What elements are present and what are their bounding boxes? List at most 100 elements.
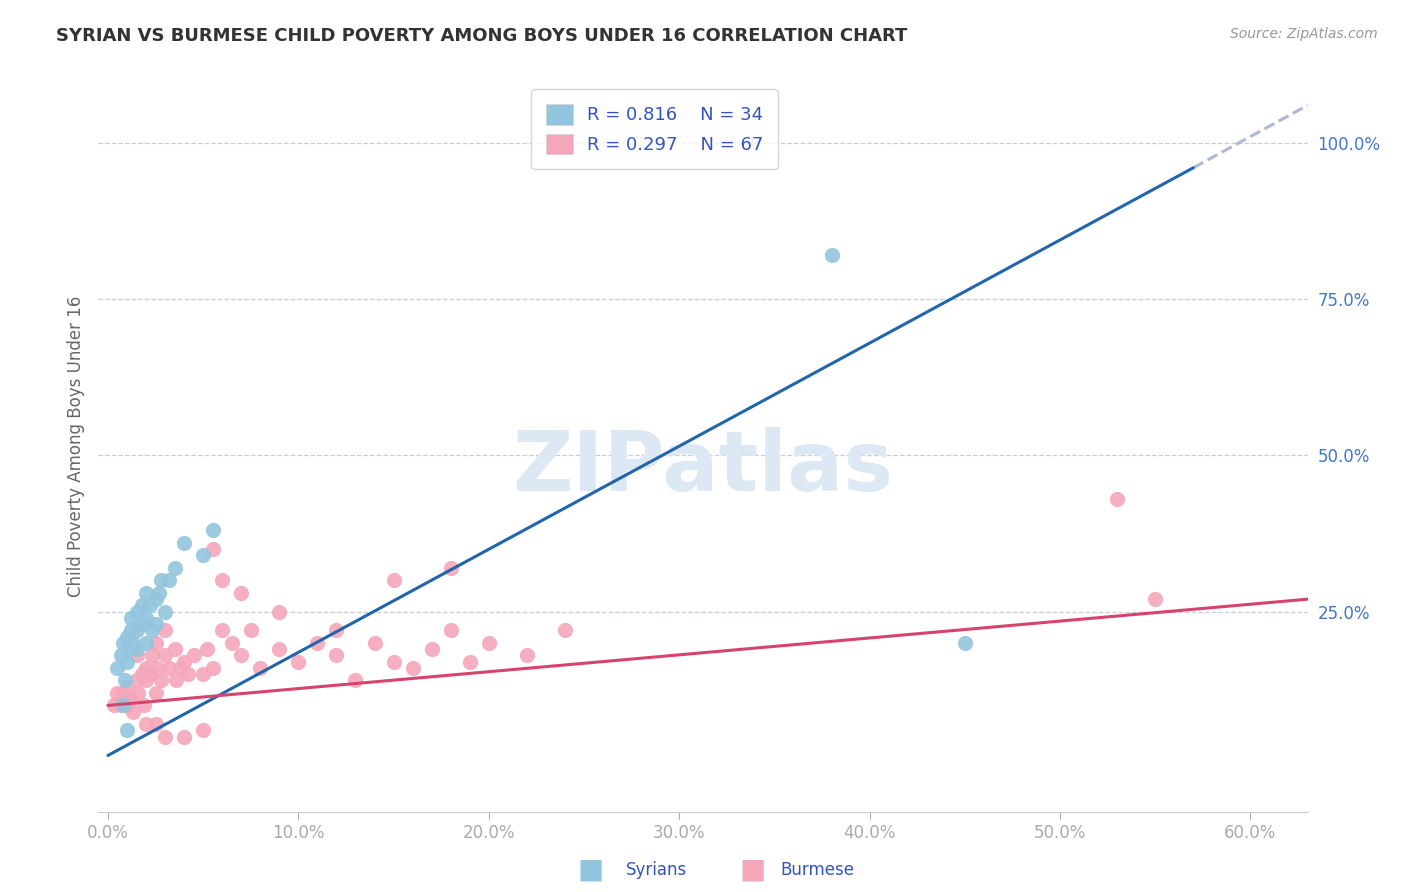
Point xyxy=(249,661,271,675)
Point xyxy=(110,698,132,713)
Text: Syrians: Syrians xyxy=(626,861,688,879)
Point xyxy=(820,248,842,262)
Point xyxy=(231,586,253,600)
Point xyxy=(201,661,224,675)
Point xyxy=(125,648,148,663)
Point xyxy=(458,655,481,669)
Point xyxy=(177,667,200,681)
Point xyxy=(163,561,186,575)
Point xyxy=(139,599,162,613)
Point xyxy=(269,642,291,657)
Point xyxy=(125,642,148,657)
Point xyxy=(166,673,188,688)
Point xyxy=(239,624,262,638)
Point xyxy=(1107,492,1129,507)
Point xyxy=(363,636,385,650)
Point xyxy=(145,592,167,607)
Point xyxy=(135,673,157,688)
Point xyxy=(115,680,138,694)
Point xyxy=(145,636,167,650)
Point xyxy=(169,661,191,675)
Point xyxy=(121,705,143,719)
Point xyxy=(191,549,214,563)
Point xyxy=(103,698,125,713)
Point xyxy=(112,698,135,713)
Point xyxy=(1144,592,1167,607)
Point xyxy=(211,624,233,638)
Point xyxy=(191,667,214,681)
Point xyxy=(115,642,138,657)
Point xyxy=(344,673,367,688)
Text: SYRIAN VS BURMESE CHILD POVERTY AMONG BOYS UNDER 16 CORRELATION CHART: SYRIAN VS BURMESE CHILD POVERTY AMONG BO… xyxy=(56,27,908,45)
Point xyxy=(135,636,157,650)
Point xyxy=(325,624,347,638)
Point xyxy=(115,655,138,669)
Point xyxy=(114,698,136,713)
Point xyxy=(201,524,224,538)
Point xyxy=(125,605,148,619)
Point xyxy=(420,642,443,657)
Point xyxy=(107,661,129,675)
Text: ZIPatlas: ZIPatlas xyxy=(513,427,893,508)
Point xyxy=(157,574,180,588)
Point xyxy=(153,730,176,744)
Point xyxy=(516,648,538,663)
Y-axis label: Child Poverty Among Boys Under 16: Child Poverty Among Boys Under 16 xyxy=(66,295,84,597)
Point xyxy=(110,648,132,663)
Point xyxy=(231,648,253,663)
Point xyxy=(153,605,176,619)
Point xyxy=(131,617,153,632)
Point xyxy=(478,636,501,650)
Point xyxy=(131,599,153,613)
Text: Source: ZipAtlas.com: Source: ZipAtlas.com xyxy=(1230,27,1378,41)
Point xyxy=(135,717,157,731)
Point xyxy=(163,642,186,657)
Text: ■: ■ xyxy=(578,855,603,884)
Point xyxy=(287,655,309,669)
Point xyxy=(127,686,149,700)
Point xyxy=(134,698,156,713)
Point xyxy=(382,655,405,669)
Point xyxy=(139,667,162,681)
Point xyxy=(440,624,463,638)
Point xyxy=(135,611,157,625)
Point xyxy=(120,611,142,625)
Point xyxy=(148,586,170,600)
Point xyxy=(325,648,347,663)
Text: ■: ■ xyxy=(740,855,765,884)
Point xyxy=(307,636,329,650)
Point xyxy=(183,648,205,663)
Point xyxy=(145,617,167,632)
Point xyxy=(135,586,157,600)
Point xyxy=(150,574,173,588)
Point xyxy=(382,574,405,588)
Point xyxy=(120,692,142,706)
Point xyxy=(145,686,167,700)
Point xyxy=(173,730,195,744)
Point xyxy=(131,667,153,681)
Point xyxy=(191,723,214,738)
Point xyxy=(173,536,195,550)
Point xyxy=(201,542,224,557)
Point xyxy=(195,642,218,657)
Point xyxy=(146,661,169,675)
Point xyxy=(125,624,148,638)
Point xyxy=(401,661,423,675)
Point xyxy=(554,624,576,638)
Point xyxy=(150,673,173,688)
Point xyxy=(145,717,167,731)
Point xyxy=(173,655,195,669)
Text: Burmese: Burmese xyxy=(780,861,855,879)
Point xyxy=(221,636,243,650)
Point xyxy=(141,624,163,638)
Point xyxy=(153,624,176,638)
Point xyxy=(211,574,233,588)
Point xyxy=(112,636,135,650)
Point xyxy=(953,636,976,650)
Point xyxy=(115,698,138,713)
Point xyxy=(112,686,135,700)
Point xyxy=(115,723,138,738)
Legend: R = 0.816    N = 34, R = 0.297    N = 67: R = 0.816 N = 34, R = 0.297 N = 67 xyxy=(531,89,778,169)
Point xyxy=(135,661,157,675)
Point xyxy=(269,605,291,619)
